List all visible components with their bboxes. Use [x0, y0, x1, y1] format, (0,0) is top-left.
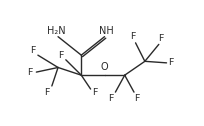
Text: F: F — [31, 46, 36, 55]
Text: F: F — [44, 88, 50, 97]
Text: F: F — [108, 94, 113, 103]
Text: H₂N: H₂N — [47, 26, 66, 36]
Text: F: F — [134, 94, 139, 103]
Text: F: F — [28, 68, 33, 77]
Text: NH: NH — [99, 26, 113, 36]
Text: F: F — [59, 51, 64, 60]
Text: F: F — [169, 58, 174, 67]
Text: F: F — [158, 34, 163, 43]
Text: F: F — [93, 88, 98, 97]
Text: O: O — [101, 62, 108, 72]
Text: F: F — [130, 32, 135, 41]
